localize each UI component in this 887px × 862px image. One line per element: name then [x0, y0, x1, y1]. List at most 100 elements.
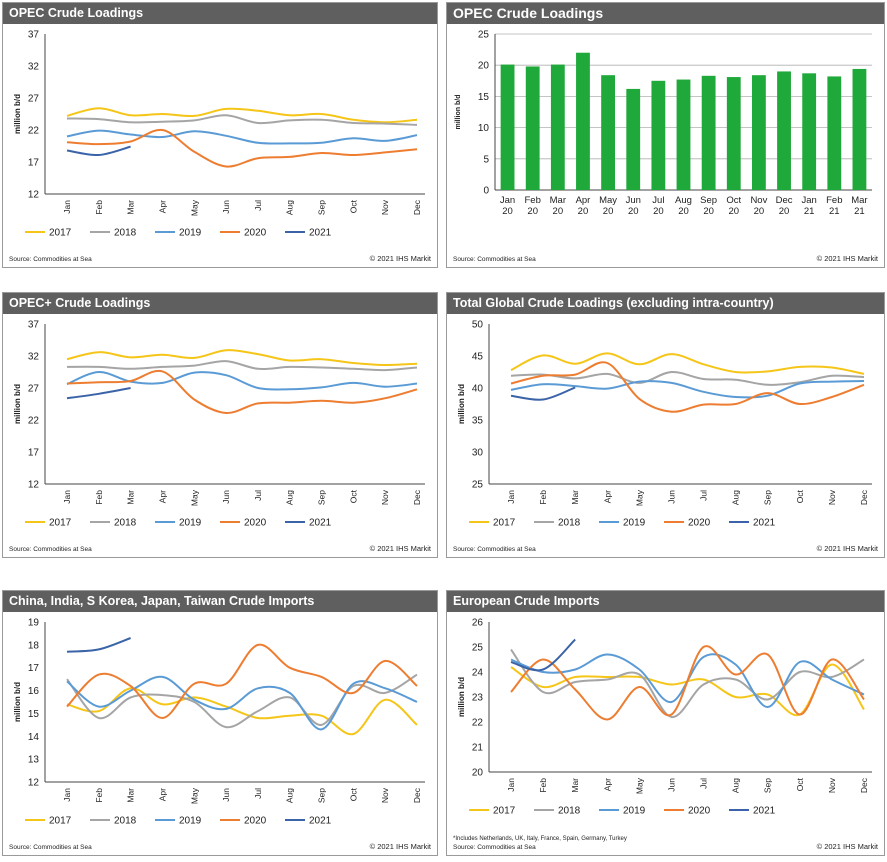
x-tick-label-line: 20 — [653, 206, 664, 217]
y-tick-label: 5 — [483, 154, 489, 165]
legend-label: 2017 — [49, 816, 72, 827]
legend-label: 2019 — [623, 518, 646, 529]
x-tick-label-line: May — [599, 195, 617, 206]
x-tick-label: Feb 21 — [826, 195, 842, 217]
x-tick-label-line: 20 — [502, 206, 513, 217]
series-line-2018 — [66, 360, 418, 372]
y-tick-label: 37 — [28, 30, 40, 41]
series-line-2020 — [66, 369, 418, 415]
legend-label: 2021 — [309, 816, 332, 827]
chart-title: China, India, S Korea, Japan, Taiwan Cru… — [3, 591, 437, 612]
x-tick-label: Jun — [666, 778, 676, 792]
x-tick-label-line: Nov — [750, 195, 767, 206]
x-tick-label: Oct — [795, 777, 805, 791]
bar — [500, 64, 515, 190]
y-tick-label: 17 — [28, 158, 40, 169]
x-tick-label: Feb — [94, 788, 104, 803]
series-line-2018 — [510, 648, 865, 718]
x-tick-label-line: Aug — [675, 195, 692, 206]
x-tick-label: Aug — [285, 788, 295, 803]
x-tick-label: Mar — [126, 200, 136, 215]
bar — [751, 75, 766, 190]
chart-opec-loadings-line: million b/d 12 17 22 27 32 37 Jan Feb Mar Apr May Ju… — [13, 30, 425, 239]
y-tick-label: 21 — [472, 743, 484, 754]
series-line-2021 — [66, 637, 131, 653]
source-note: Source: Commodities at Sea — [453, 844, 536, 851]
x-tick-label: Mar — [126, 490, 136, 505]
legend-label: 2018 — [558, 806, 581, 817]
copyright-note: © 2021 IHS Markit — [369, 842, 431, 851]
x-tick-label: Feb — [538, 778, 548, 793]
x-tick-label: Sep — [317, 490, 327, 505]
legend-label: 2018 — [114, 228, 137, 239]
x-tick-label: May — [189, 787, 199, 804]
y-tick-label: 12 — [28, 190, 40, 201]
chart-asia-imports: million b/d 12 13 14 15 16 17 18 19 Jan Feb Mar Apr M… — [13, 618, 425, 827]
bar — [676, 79, 691, 190]
x-tick-label-line: 20 — [779, 206, 790, 217]
x-tick-label-line: 21 — [854, 206, 865, 217]
x-tick-label: Oct — [348, 199, 358, 213]
y-axis-label: million b/d — [455, 95, 462, 130]
x-tick-label: Aug — [285, 490, 295, 505]
x-tick-label-line: 20 — [578, 206, 589, 217]
x-tick-label: Apr 20 — [576, 195, 591, 217]
y-tick-label: 15 — [478, 92, 490, 103]
x-tick-label: May — [189, 199, 199, 216]
y-tick-label: 32 — [28, 62, 40, 73]
y-tick-label: 35 — [472, 416, 484, 427]
chart-title: Total Global Crude Loadings (excluding i… — [447, 293, 884, 314]
x-tick-label: Sep 20 — [700, 195, 717, 217]
x-tick-label: Nov 20 — [750, 195, 767, 217]
panel-opec-loadings-line: OPEC Crude Loadings million b/d 12 17 22 27 3… — [2, 2, 438, 268]
x-tick-label-line: Jul — [652, 195, 664, 206]
copyright-note: © 2021 IHS Markit — [816, 842, 878, 851]
x-tick-label: Dec — [859, 489, 869, 505]
legend-label: 2021 — [309, 518, 332, 529]
y-tick-label: 12 — [28, 480, 40, 491]
x-tick-label-line: Mar — [851, 195, 867, 206]
footnote: *Includes Netherlands, UK, Italy, France… — [453, 836, 627, 842]
y-tick-label: 15 — [28, 709, 40, 720]
source-note: Source: Commodities at Sea — [9, 546, 92, 553]
bar — [827, 76, 842, 190]
y-tick-label: 12 — [28, 778, 40, 789]
x-tick-label: Jan — [62, 200, 72, 214]
x-tick-label: Apr — [157, 788, 167, 801]
x-tick-label: Nov — [380, 489, 390, 505]
y-tick-label: 45 — [472, 352, 484, 363]
legend-label: 2020 — [688, 806, 711, 817]
chart-title: OPEC+ Crude Loadings — [3, 293, 437, 314]
chart-title: OPEC Crude Loadings — [447, 3, 884, 24]
bar — [550, 64, 565, 190]
x-tick-label: Nov — [380, 787, 390, 803]
legend-label: 2021 — [753, 518, 776, 529]
copyright-note: © 2021 IHS Markit — [816, 254, 878, 263]
y-tick-label: 17 — [28, 663, 40, 674]
series-line-2019 — [510, 380, 865, 399]
x-tick-label-line: 20 — [628, 206, 639, 217]
x-tick-label-line: Sep — [700, 195, 717, 206]
bar — [701, 75, 716, 190]
x-tick-label-line: 20 — [678, 206, 689, 217]
x-tick-label: Apr — [157, 490, 167, 503]
panel-opec-plus-loadings: OPEC+ Crude Loadings million b/d 12 17 22 27… — [2, 292, 438, 558]
x-tick-label: Apr — [157, 200, 167, 213]
legend-label: 2019 — [623, 806, 646, 817]
x-tick-label: May 20 — [599, 195, 617, 217]
panel-global-loadings: Total Global Crude Loadings (excluding i… — [446, 292, 885, 558]
y-tick-label: 26 — [472, 618, 484, 629]
series-line-2018 — [66, 673, 418, 729]
legend-label: 2018 — [114, 518, 137, 529]
series-line-2017 — [510, 352, 865, 375]
panel-opec-loadings-bar: OPEC Crude Loadings million b/d 0 5 10 15 20 2… — [446, 2, 885, 268]
x-tick-label: Oct — [348, 787, 358, 801]
series-line-2021 — [66, 145, 131, 157]
x-tick-label: Nov — [827, 777, 837, 793]
series-line-2019 — [66, 129, 418, 145]
series-line-2017 — [510, 663, 865, 717]
y-tick-label: 17 — [28, 448, 40, 459]
bar — [525, 66, 540, 190]
x-tick-label: Jul — [253, 490, 263, 501]
y-tick-label: 25 — [472, 643, 484, 654]
